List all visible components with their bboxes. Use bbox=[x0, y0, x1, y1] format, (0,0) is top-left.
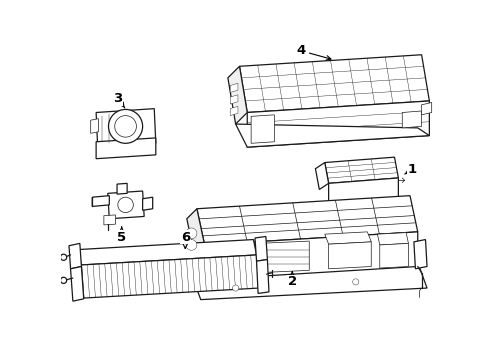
Polygon shape bbox=[197, 195, 418, 245]
Circle shape bbox=[186, 239, 197, 250]
Text: 4: 4 bbox=[297, 44, 331, 60]
Polygon shape bbox=[257, 260, 269, 293]
Polygon shape bbox=[240, 55, 429, 112]
Polygon shape bbox=[421, 103, 432, 115]
Polygon shape bbox=[251, 115, 274, 143]
Polygon shape bbox=[259, 241, 309, 273]
Polygon shape bbox=[329, 178, 398, 203]
Polygon shape bbox=[187, 209, 205, 255]
Polygon shape bbox=[414, 239, 427, 269]
Polygon shape bbox=[104, 215, 116, 225]
Polygon shape bbox=[71, 266, 84, 301]
Polygon shape bbox=[78, 239, 257, 265]
Polygon shape bbox=[92, 195, 109, 206]
Circle shape bbox=[233, 285, 239, 291]
Polygon shape bbox=[81, 255, 259, 298]
Polygon shape bbox=[402, 111, 421, 128]
Polygon shape bbox=[329, 242, 371, 269]
Circle shape bbox=[108, 109, 143, 143]
Circle shape bbox=[60, 254, 67, 260]
Circle shape bbox=[60, 277, 67, 283]
Circle shape bbox=[115, 116, 136, 137]
Polygon shape bbox=[230, 95, 238, 104]
Polygon shape bbox=[96, 138, 156, 159]
Polygon shape bbox=[117, 183, 127, 194]
Text: 3: 3 bbox=[113, 92, 125, 108]
Circle shape bbox=[118, 197, 133, 213]
Polygon shape bbox=[205, 232, 418, 280]
Polygon shape bbox=[377, 233, 409, 245]
Polygon shape bbox=[230, 83, 238, 93]
Text: 5: 5 bbox=[117, 227, 126, 244]
Polygon shape bbox=[228, 66, 247, 124]
Text: 6: 6 bbox=[181, 231, 190, 248]
Polygon shape bbox=[230, 106, 238, 116]
Polygon shape bbox=[380, 243, 409, 268]
Polygon shape bbox=[209, 245, 244, 276]
Circle shape bbox=[186, 228, 197, 239]
Polygon shape bbox=[143, 197, 153, 210]
Polygon shape bbox=[236, 124, 429, 147]
Polygon shape bbox=[108, 191, 144, 219]
Polygon shape bbox=[247, 101, 429, 147]
Text: 1: 1 bbox=[405, 163, 417, 176]
Polygon shape bbox=[255, 237, 268, 261]
Polygon shape bbox=[192, 263, 427, 300]
Polygon shape bbox=[69, 243, 81, 269]
Polygon shape bbox=[325, 157, 398, 183]
Polygon shape bbox=[96, 109, 156, 147]
Polygon shape bbox=[325, 232, 371, 244]
Polygon shape bbox=[316, 163, 329, 189]
Circle shape bbox=[353, 279, 359, 285]
Polygon shape bbox=[91, 119, 98, 133]
Text: 2: 2 bbox=[288, 272, 297, 288]
